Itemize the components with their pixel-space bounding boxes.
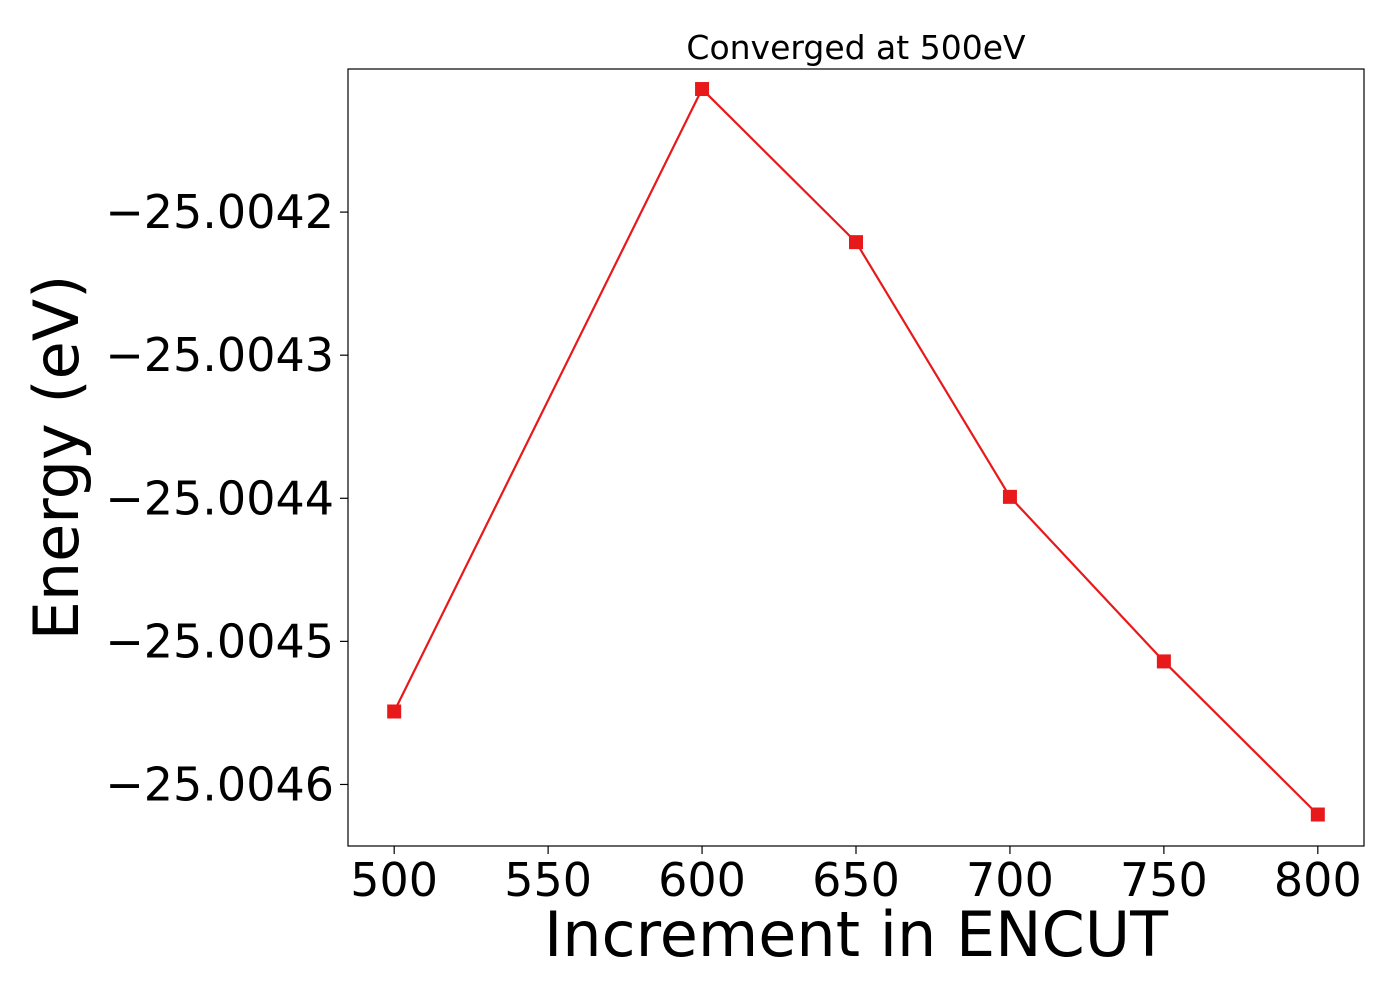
data-point-marker: [1310, 807, 1325, 822]
y-tick-label: −25.0046: [105, 757, 334, 811]
y-tick-label: −25.0045: [105, 614, 334, 668]
x-tick-label: 650: [812, 853, 900, 907]
x-axis-title: Increment in ENCUT: [544, 898, 1169, 971]
data-point-marker: [849, 235, 863, 250]
x-tick-label: 750: [1120, 853, 1208, 907]
series-line: [393, 87, 1319, 816]
x-tick-label: 700: [966, 853, 1054, 907]
data-point-marker: [1156, 654, 1171, 669]
chart-title: Converged at 500eV: [686, 28, 1026, 67]
data-point-marker: [1002, 489, 1017, 504]
y-axis-title: Energy (eV): [20, 275, 93, 641]
y-tick-label: −25.0043: [105, 328, 334, 382]
x-tick-label: 550: [504, 853, 592, 907]
x-tick-label: 600: [658, 853, 746, 907]
x-tick-label: 800: [1274, 853, 1362, 907]
y-tick-label: −25.0044: [105, 471, 334, 525]
plot-frame: [347, 68, 1365, 847]
data-point-marker: [387, 704, 402, 719]
series-layer: [387, 82, 1325, 822]
data-point-marker: [695, 82, 710, 97]
y-tick-label: −25.0042: [105, 185, 334, 239]
ticks-layer: 500 550 600 650 700 750 800 −25.0042 −25.0043 −25…: [105, 185, 1361, 907]
x-tick-label: 500: [350, 853, 438, 907]
